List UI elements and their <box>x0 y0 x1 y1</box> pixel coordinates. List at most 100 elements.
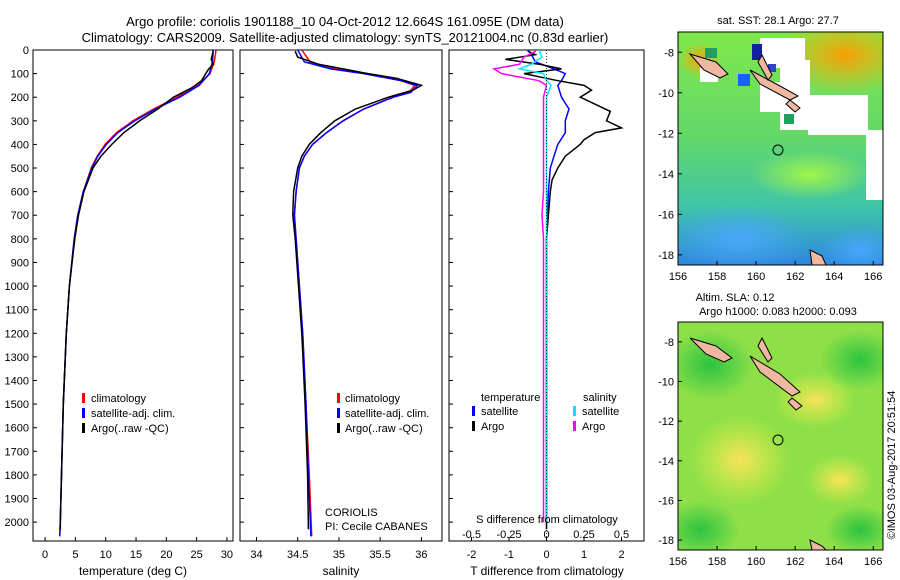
y-tick-label: 1500 <box>5 399 29 411</box>
map-x-tick-label: 158 <box>708 556 726 568</box>
sst-heatmap <box>678 32 883 265</box>
x-tick-label: 15 <box>130 549 142 561</box>
y-tick-label: 1300 <box>5 352 29 364</box>
s-tick-label: -0.5 <box>462 529 481 541</box>
x-tick-label: 30 <box>221 549 233 561</box>
s-tick-label: 0.25 <box>573 529 594 541</box>
series-line-argo-raw-qc- <box>292 50 424 530</box>
series-line-s-argo <box>491 50 548 523</box>
y-tick-label: 1900 <box>5 494 29 506</box>
temperature-panel: 0 5 10 15 20 25 300100200300400500600700800900… <box>5 45 234 578</box>
sla-heatmap <box>678 322 883 550</box>
map-y-tick-label: -10 <box>658 88 674 100</box>
legend-label-satellite: satellite-adj. clim. <box>345 408 429 420</box>
legend-title-temperature: temperature <box>481 392 540 404</box>
x-tick-label: 1 <box>581 549 587 561</box>
x-tick-label: -1 <box>504 549 514 561</box>
map-y-tick-label: -18 <box>658 535 674 547</box>
series-line-satellite-adj-clim- <box>293 50 419 537</box>
y-tick-label: 1200 <box>5 328 29 340</box>
x-tick-label: 34.5 <box>287 549 308 561</box>
t-difference-label: T difference from climatology <box>470 564 624 578</box>
y-tick-label: 1700 <box>5 446 29 458</box>
sst-map-axes <box>677 31 884 266</box>
y-tick-label: 900 <box>11 257 29 269</box>
map-y-tick-label: -14 <box>658 169 674 181</box>
y-tick-label: 1600 <box>5 423 29 435</box>
s-tick-label: -0.25 <box>496 529 521 541</box>
sst-map-title: sat. SST: 28.1 Argo: 27.7 <box>717 15 839 27</box>
x-tick-label: 34 <box>250 549 262 561</box>
difference-legend: temperature satellite Argo salinity sate… <box>472 392 619 433</box>
x-tick-label: 25 <box>191 549 203 561</box>
map-x-tick-label: 162 <box>786 271 804 283</box>
map-y-tick-label: -18 <box>658 250 674 262</box>
s-tick-label: 0 <box>543 529 549 541</box>
map-x-tick-label: 158 <box>708 271 726 283</box>
pi-label: PI: Cecile CABANES <box>325 521 428 533</box>
x-tick-label: 2 <box>618 549 624 561</box>
map-x-tick-label: 164 <box>825 271 843 283</box>
temperature-axes <box>32 49 234 542</box>
legend-swatch-argo <box>82 423 85 433</box>
map-x-tick-label: 166 <box>864 556 882 568</box>
argo-float-marker <box>772 144 784 156</box>
y-tick-label: 1100 <box>5 305 29 317</box>
y-tick-label: 800 <box>11 234 29 246</box>
salinity-legend: climatology satellite-adj. clim. Argo(..… <box>337 393 429 435</box>
legend-label-climatology: climatology <box>345 393 401 405</box>
temperature-legend: climatology satellite-adj. clim. Argo(..… <box>82 393 175 435</box>
salinity-panel: 34 34.5 35 35.5 36 salinity climatology sate… <box>239 49 443 578</box>
map-y-tick-label: -12 <box>658 128 674 140</box>
s-tick-label: 0.5 <box>614 529 629 541</box>
y-tick-label: 400 <box>11 139 29 151</box>
y-tick-label: 1400 <box>5 375 29 387</box>
map-x-tick-label: 164 <box>825 556 843 568</box>
map-y-tick-label: -14 <box>658 456 674 468</box>
legend-label-s-satellite: satellite <box>582 406 619 418</box>
y-tick-label: 300 <box>11 116 29 128</box>
x-tick-label: 20 <box>160 549 172 561</box>
s-difference-label: S difference from climatology <box>476 514 618 526</box>
y-tick-label: 500 <box>11 163 29 175</box>
sla-map-subtitle: Argo h1000: 0.083 h2000: 0.093 <box>699 306 857 318</box>
x-tick-label: -2 <box>467 549 477 561</box>
legend-swatch-climatology <box>337 393 340 403</box>
map-x-tick-label: 160 <box>747 556 765 568</box>
figure-title-line1: Argo profile: coriolis 1901188_10 04-Oct… <box>126 14 564 29</box>
legend-swatch-satellite <box>82 408 85 418</box>
sst-map-panel: sat. SST: 28.1 Argo: 27.7 <box>658 15 884 283</box>
argo-float-marker <box>772 434 784 446</box>
x-tick-label: 0 <box>42 549 48 561</box>
figure-title-line2: Climatology: CARS2009. Satellite-adjuste… <box>82 30 609 45</box>
map-y-tick-label: -16 <box>658 209 674 221</box>
y-tick-label: 2000 <box>5 517 29 529</box>
map-x-tick-label: 162 <box>786 556 804 568</box>
y-tick-label: 200 <box>11 92 29 104</box>
x-tick-label: 0 <box>543 549 549 561</box>
map-y-tick-label: -10 <box>658 376 674 388</box>
map-y-tick-label: -8 <box>664 47 674 59</box>
salinity-xlabel: salinity <box>323 564 360 578</box>
legend-swatch-argo <box>337 423 340 433</box>
map-y-tick-label: -8 <box>664 337 674 349</box>
legend-label-argo: Argo(..raw -QC) <box>91 423 169 435</box>
y-tick-label: 100 <box>11 69 29 81</box>
map-y-tick-label: -16 <box>658 495 674 507</box>
legend-swatch-satellite <box>337 408 340 418</box>
legend-label-t-satellite: satellite <box>481 406 518 418</box>
legend-swatch-s-satellite <box>573 406 576 416</box>
sla-map-title: Altim. SLA: 0.12 <box>696 292 775 304</box>
y-tick-label: 0 <box>23 45 29 57</box>
sla-map-axes <box>677 321 884 551</box>
y-tick-label: 700 <box>11 210 29 222</box>
legend-swatch-t-satellite <box>472 406 475 416</box>
map-x-tick-label: 166 <box>864 271 882 283</box>
legend-label-t-argo: Argo <box>481 421 504 433</box>
series-line-argo-raw-qc- <box>59 51 215 530</box>
temperature-xlabel: temperature (deg C) <box>79 564 187 578</box>
x-tick-label: 35.5 <box>369 549 390 561</box>
y-tick-label: 1800 <box>5 470 29 482</box>
legend-title-salinity: salinity <box>583 392 617 404</box>
